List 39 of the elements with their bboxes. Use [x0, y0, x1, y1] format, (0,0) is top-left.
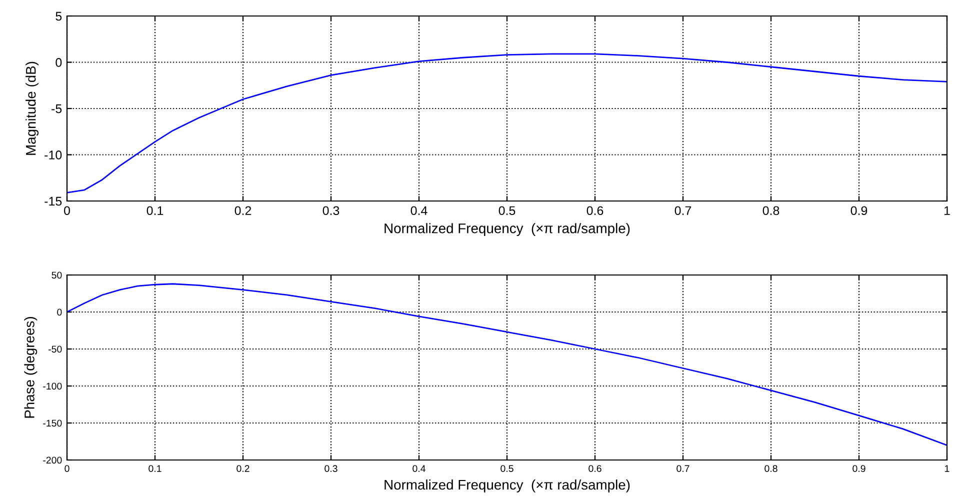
x-tick-label: 0.3 — [324, 465, 338, 472]
y-tick-label: -50 — [48, 346, 62, 353]
x-tick-label: 0.6 — [586, 206, 604, 216]
y-tick-label: -10 — [44, 150, 62, 160]
x-tick-label: 0.4 — [412, 465, 426, 472]
y-tick-label: 50 — [52, 272, 62, 279]
x-tick-label: 0.8 — [764, 465, 778, 472]
x-tick-label: 0.3 — [322, 206, 340, 216]
x-tick-label: 0.8 — [762, 206, 780, 216]
y-tick-label: -5 — [52, 104, 62, 114]
x-tick-label: 1 — [945, 465, 950, 472]
x-tick-label: 0.1 — [146, 206, 164, 216]
x-tick-label: 0.1 — [148, 465, 162, 472]
y-tick-label: -200 — [43, 456, 62, 464]
y-tick-label: -150 — [43, 420, 62, 427]
y-axis-title: Magnitude (dB) — [26, 62, 39, 155]
y-tick-label: 0 — [56, 58, 62, 67]
x-axis-title: Normalized Frequency (×π rad/sample) — [384, 479, 630, 492]
x-tick-label: 0.4 — [410, 206, 428, 216]
x-tick-label: 0.6 — [588, 465, 602, 472]
x-tick-label: 0.5 — [500, 465, 514, 472]
x-tick-label: 0.7 — [676, 465, 690, 472]
x-axis-title: Normalized Frequency (×π rad/sample) — [384, 223, 630, 236]
line-series — [67, 283, 947, 446]
x-tick-label: 0.2 — [234, 206, 252, 216]
x-tick-label: 0 — [64, 465, 70, 472]
x-tick-label: 0.2 — [236, 465, 250, 472]
y-tick-label: -15 — [44, 196, 62, 206]
x-tick-label: 1 — [944, 206, 950, 215]
line-series — [67, 53, 947, 194]
y-tick-label: -100 — [43, 382, 62, 390]
y-tick-label: 5 — [56, 12, 62, 21]
x-tick-label: 0.7 — [674, 206, 692, 216]
y-axis-title: Phase (degrees) — [24, 317, 38, 418]
x-tick-label: 0 — [64, 206, 70, 216]
x-tick-label: 0.9 — [852, 465, 866, 472]
x-tick-label: 0.5 — [498, 206, 516, 216]
x-tick-label: 0.9 — [850, 206, 868, 216]
y-tick-label: 0 — [57, 308, 62, 316]
